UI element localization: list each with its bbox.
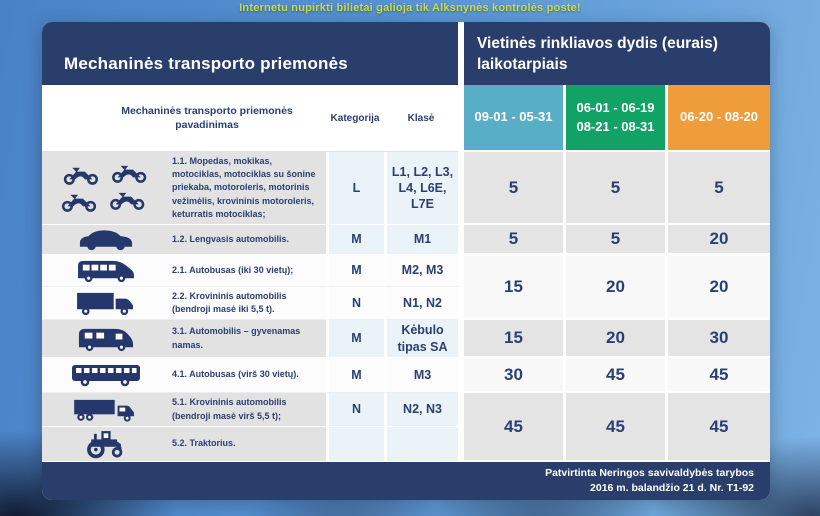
fee-value: 45 — [668, 393, 770, 462]
vehicle-class: Kėbulo tipas SA — [384, 320, 458, 358]
vehicle-name: 5.2. Traktorius. — [170, 427, 326, 462]
table-title-right: Vietinės rinkliavos dydis (eurais) laiko… — [464, 22, 770, 85]
row-icon-cell — [42, 427, 170, 462]
vehicle-class: M3 — [384, 358, 458, 393]
vehicle-class: M1 — [384, 225, 458, 255]
period-header-high-season: 06-20 - 08-20 — [668, 85, 770, 152]
motorcycles-icon — [61, 164, 147, 212]
vehicle-category: N — [326, 393, 384, 427]
vehicle-class — [384, 427, 458, 462]
approval-line-1: Patvirtinta Neringos savivaldybės tarybo… — [545, 466, 754, 479]
fee-table: Mechaninės transporto priemonės Vietinės… — [42, 22, 770, 500]
vehicle-category: M — [326, 358, 384, 393]
vehicle-name: 1.2. Lengvasis automobilis. — [170, 225, 326, 255]
vehicle-class: N1, N2 — [384, 287, 458, 320]
fee-value: 15 — [464, 255, 563, 320]
car-icon — [79, 229, 133, 250]
row-icon-cell — [42, 152, 170, 225]
fee-value: 20 — [668, 225, 770, 255]
fee-value: 45 — [566, 393, 665, 462]
fee-value: 15 — [464, 320, 563, 358]
column-header-class: Klasė — [384, 85, 458, 152]
box-truck-icon — [77, 292, 133, 315]
vehicle-category: M — [326, 320, 384, 358]
period-label: 08-21 - 08-31 — [576, 118, 655, 134]
fee-value: 5 — [566, 225, 665, 255]
vehicle-class: N2, N3 — [384, 393, 458, 427]
period-header-low-season: 09-01 - 05-31 — [464, 85, 563, 152]
vehicle-class: L1, L2, L3, L4, L6E, L7E — [384, 152, 458, 225]
table-title-left: Mechaninės transporto priemonės — [42, 22, 458, 85]
vehicle-name: 2.1. Autobusas (iki 30 vietų); — [170, 255, 326, 287]
fee-value: 5 — [464, 225, 563, 255]
row-icon-cell — [42, 225, 170, 255]
column-header-category: Kategorija — [326, 85, 384, 152]
row-icon-cell — [42, 255, 170, 287]
vehicle-category: L — [326, 152, 384, 225]
vehicle-name: 4.1. Autobusas (virš 30 vietų). — [170, 358, 326, 393]
vehicle-class: M2, M3 — [384, 255, 458, 287]
fee-value: 30 — [668, 320, 770, 358]
approval-line-2: 2016 m. balandžio 21 d. Nr. T1-92 — [590, 482, 754, 494]
row-icon-cell — [42, 393, 170, 427]
tractor-icon — [87, 431, 123, 459]
vehicle-name: 5.1. Krovininis automobilis (bendroji ma… — [170, 393, 326, 427]
camper-van-icon — [78, 328, 134, 352]
fee-value: 5 — [566, 152, 665, 225]
minibus-icon — [78, 260, 134, 283]
vehicle-category: M — [326, 225, 384, 255]
fee-value: 45 — [668, 358, 770, 393]
vehicle-category: M — [326, 255, 384, 287]
fee-value: 20 — [566, 255, 665, 320]
vehicle-name: 3.1. Automobilis – gyvenamas namas. — [170, 320, 326, 358]
fee-value: 5 — [668, 152, 770, 225]
vehicle-name: 1.1. Mopedas, mokikas, motociklas, motoc… — [170, 152, 326, 225]
period-label: 06-01 - 06-19 — [576, 99, 655, 115]
period-label: 09-01 - 05-31 — [474, 109, 553, 125]
approval-footer: Patvirtinta Neringos savivaldybės tarybo… — [42, 462, 770, 500]
row-icon-cell — [42, 287, 170, 320]
fee-value: 30 — [464, 358, 563, 393]
vehicle-name: 2.2. Krovininis automobilis (bendroji ma… — [170, 287, 326, 320]
column-header-name: Mechaninės transporto priemonės pavadini… — [42, 85, 326, 152]
vehicle-category — [326, 427, 384, 462]
row-icon-cell — [42, 358, 170, 393]
fee-value: 45 — [464, 393, 563, 462]
fee-value: 45 — [566, 358, 665, 393]
top-banner-text: Internetu nupirkti bilietai galioja tik … — [239, 2, 581, 14]
period-label: 06-20 - 08-20 — [679, 109, 759, 125]
period-header-mid-season: 06-01 - 06-19 08-21 - 08-31 — [566, 85, 665, 152]
vehicle-category: N — [326, 287, 384, 320]
coach-bus-icon — [72, 365, 140, 387]
semi-truck-icon — [74, 399, 134, 422]
fee-value: 20 — [668, 255, 770, 320]
fee-value: 5 — [464, 152, 563, 225]
row-icon-cell — [42, 320, 170, 358]
fee-value: 20 — [566, 320, 665, 358]
